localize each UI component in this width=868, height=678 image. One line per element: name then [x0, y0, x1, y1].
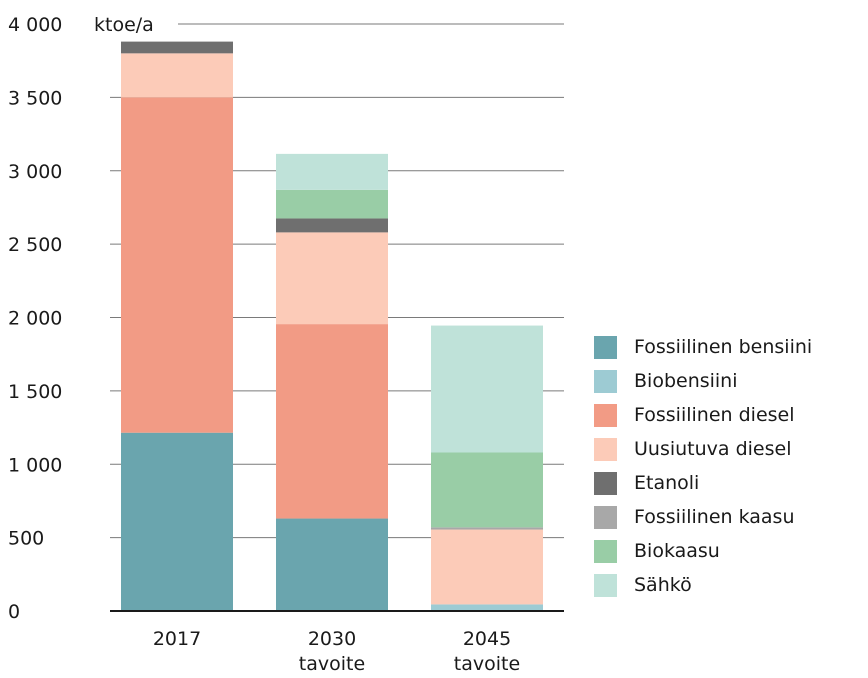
unit-label: ktoe/a	[94, 14, 154, 36]
legend-item: Fossiilinen bensiini	[594, 330, 812, 364]
bar-segment	[121, 41, 233, 54]
x-axis-categories: 2017 2030 tavoite 2045 tavoite	[153, 628, 520, 675]
legend-label: Biobensiini	[634, 370, 738, 392]
legend-label: Fossiilinen bensiini	[634, 336, 813, 358]
legend-swatch	[594, 403, 617, 427]
y-tick-label: 0	[8, 601, 20, 623]
x-category-sublabel: tavoite	[299, 653, 365, 675]
legend-swatch	[594, 335, 617, 359]
y-tick-label: 4 000	[8, 14, 62, 36]
bar-segment	[276, 324, 388, 519]
bar-segment	[121, 432, 233, 611]
bar-segment	[276, 218, 388, 233]
legend-item: Biobensiini	[594, 364, 812, 398]
bars	[121, 41, 543, 611]
bar-segment	[121, 53, 233, 98]
y-tick-label: 2 000	[8, 308, 62, 330]
bar-segment	[431, 604, 543, 611]
legend-swatch	[594, 573, 617, 597]
legend-item: Fossiilinen diesel	[594, 398, 812, 432]
legend-swatch	[594, 539, 617, 563]
bar-segment	[431, 527, 543, 530]
y-tick-label: 2 500	[8, 234, 62, 256]
legend-swatch	[594, 369, 617, 393]
y-tick-label: 3 500	[8, 87, 62, 109]
y-tick-label: 1 500	[8, 381, 62, 403]
x-category-label: 2045	[463, 628, 511, 650]
legend-item: Etanoli	[594, 466, 812, 500]
legend-swatch	[594, 471, 617, 495]
y-tick-label: 3 000	[8, 161, 62, 183]
bar-segment	[276, 153, 388, 190]
y-tick-label: 500	[8, 528, 44, 550]
legend-label: Fossiilinen kaasu	[634, 506, 795, 528]
legend-label: Sähkö	[634, 574, 692, 596]
legend-swatch	[594, 437, 617, 461]
legend-item: Uusiutuva diesel	[594, 432, 812, 466]
bar-segment	[431, 452, 543, 528]
legend-label: Etanoli	[634, 472, 700, 494]
unit-label-bg	[90, 12, 178, 38]
legend-label: Biokaasu	[634, 540, 720, 562]
y-tick-label: 1 000	[8, 454, 62, 476]
bar-segment	[276, 232, 388, 325]
x-category-label: 2017	[153, 628, 201, 650]
x-category-sublabel: tavoite	[454, 653, 520, 675]
legend-label: Fossiilinen diesel	[634, 404, 795, 426]
legend-swatch	[594, 505, 617, 529]
legend: Fossiilinen bensiini Biobensiini Fossiilin…	[594, 330, 812, 602]
legend-item: Sähkö	[594, 568, 812, 602]
y-axis-ticks: 0 500 1 000 1 500 2 000 2 500 3 000 3 500 4 000	[8, 14, 62, 623]
legend-label: Uusiutuva diesel	[634, 438, 792, 460]
bar-segment	[431, 529, 543, 605]
bar-segment	[121, 97, 233, 433]
legend-item: Fossiilinen kaasu	[594, 500, 812, 534]
x-category-label: 2030	[308, 628, 356, 650]
legend-item: Biokaasu	[594, 534, 812, 568]
bar-segment	[276, 518, 388, 611]
bar-segment	[431, 325, 543, 453]
bar-segment	[276, 189, 388, 219]
